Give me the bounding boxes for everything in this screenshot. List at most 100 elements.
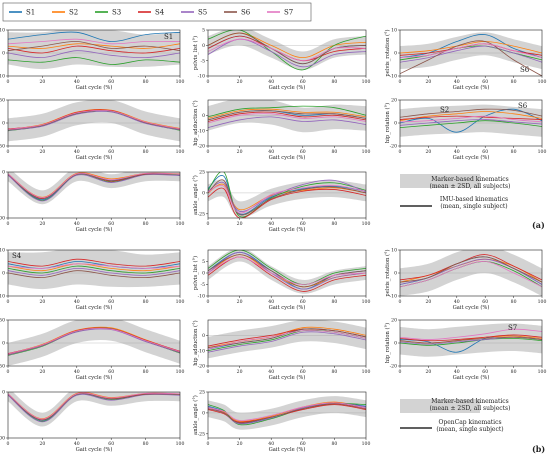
y-tick-label: -5 bbox=[201, 58, 206, 64]
legend-label-s3: S3 bbox=[112, 9, 121, 17]
plot-frame bbox=[7, 391, 181, 439]
x-tick-label: 60 bbox=[300, 441, 306, 447]
series-s6 bbox=[400, 256, 542, 283]
sd-band bbox=[8, 100, 180, 142]
series-s7 bbox=[8, 327, 180, 355]
panel-a-pelvis-list: 0 20 40 60 80 100 Gait cycle (%) -10 -5 0 5pelvis_… bbox=[192, 28, 371, 91]
x-tick-label: 20 bbox=[39, 441, 45, 447]
x-tick-label: 60 bbox=[300, 221, 306, 227]
series-s7 bbox=[400, 261, 542, 288]
subject-annotation: S2 bbox=[440, 106, 449, 114]
series-s6 bbox=[8, 393, 180, 421]
series-s7 bbox=[208, 38, 366, 62]
series-s7 bbox=[400, 43, 542, 58]
x-tick-label: 80 bbox=[511, 79, 517, 85]
series-s7 bbox=[8, 392, 180, 420]
y-tick-label: 10 bbox=[0, 28, 5, 34]
plot-frame bbox=[207, 99, 367, 147]
x-axis-label: Gait cycle (%) bbox=[76, 154, 113, 161]
series-s3 bbox=[208, 250, 366, 285]
y-tick-label: 20 bbox=[391, 98, 397, 104]
x-tick-label: 0 bbox=[7, 221, 10, 227]
y-axis-label: pelvis_list (°) bbox=[192, 256, 199, 290]
y-tick-label: 0 bbox=[202, 191, 205, 197]
x-tick-label: 0 bbox=[207, 299, 210, 305]
y-tick-label: 0 bbox=[2, 121, 5, 127]
x-tick-label: 40 bbox=[74, 79, 80, 85]
series-s7 bbox=[208, 402, 366, 421]
x-tick-label: 60 bbox=[108, 369, 114, 375]
sd-band bbox=[400, 323, 542, 357]
x-tick-label: 0 bbox=[207, 441, 210, 447]
x-tick-label: 100 bbox=[176, 441, 185, 447]
sd-band bbox=[8, 250, 180, 290]
x-tick-label: 20 bbox=[425, 369, 431, 375]
x-tick-label: 40 bbox=[268, 299, 274, 305]
series-s7 bbox=[8, 109, 180, 130]
x-axis-label: Gait cycle (%) bbox=[453, 374, 490, 381]
x-tick-label: 60 bbox=[482, 149, 488, 155]
legend-label-s2: S2 bbox=[69, 9, 78, 17]
series-s7 bbox=[8, 38, 180, 45]
y-tick-label: 0 bbox=[202, 43, 205, 49]
y-tick-label: 25 bbox=[199, 390, 205, 396]
x-tick-label: 20 bbox=[425, 79, 431, 85]
y-tick-label: 20 bbox=[391, 318, 397, 324]
x-tick-label: 100 bbox=[362, 221, 371, 227]
y-tick-label: 10 bbox=[391, 248, 397, 254]
x-axis-label: Gait cycle (%) bbox=[76, 304, 113, 311]
x-tick-label: 60 bbox=[108, 149, 114, 155]
subject-annotation: S1 bbox=[164, 33, 173, 41]
sd-band bbox=[400, 32, 542, 70]
x-tick-label: 40 bbox=[268, 149, 274, 155]
series-s3 bbox=[400, 337, 542, 346]
y-axis-label: pelvis_rotation (°) bbox=[384, 249, 391, 296]
x-tick-label: 60 bbox=[300, 369, 306, 375]
y-tick-label: 5 bbox=[202, 259, 205, 265]
plot-frame bbox=[207, 319, 367, 367]
x-tick-label: 40 bbox=[268, 441, 274, 447]
series-s6 bbox=[208, 110, 366, 121]
x-tick-label: 0 bbox=[399, 369, 402, 375]
series-s6 bbox=[8, 270, 180, 279]
y-tick-label: 0 bbox=[202, 113, 205, 119]
y-tick-label: -50 bbox=[0, 144, 5, 150]
x-tick-label: 40 bbox=[74, 369, 80, 375]
legend-label-s4: S4 bbox=[155, 9, 165, 17]
x-tick-label: 20 bbox=[237, 299, 243, 305]
series-s7 bbox=[208, 256, 366, 285]
panel-b-pelvis-list: 0 20 40 60 80 100 Gait cycle (%) -10 -5 0 5pelvis_… bbox=[192, 249, 370, 311]
x-tick-label: 60 bbox=[108, 79, 114, 85]
x-tick-label: 80 bbox=[331, 79, 337, 85]
series-s1 bbox=[400, 108, 542, 133]
series-s3 bbox=[400, 120, 542, 128]
x-tick-label: 100 bbox=[176, 149, 185, 155]
series-s5 bbox=[400, 45, 542, 63]
series-s7 bbox=[208, 330, 366, 350]
x-tick-label: 60 bbox=[482, 299, 488, 305]
series-s7 bbox=[208, 113, 366, 124]
series-s2 bbox=[400, 111, 542, 122]
x-tick-label: 0 bbox=[207, 221, 210, 227]
series-s5 bbox=[8, 267, 180, 276]
series-s2 bbox=[8, 263, 180, 272]
x-tick-label: 100 bbox=[176, 369, 185, 375]
x-tick-label: 0 bbox=[399, 149, 402, 155]
series-s3 bbox=[208, 30, 366, 71]
x-tick-label: 20 bbox=[39, 79, 45, 85]
x-tick-label: 100 bbox=[362, 79, 371, 85]
y-tick-label: 0 bbox=[2, 390, 5, 396]
x-tick-label: 80 bbox=[143, 221, 149, 227]
legend-a-band-subtext: (mean ± 2SD, all subjects) bbox=[430, 183, 511, 190]
series-s5 bbox=[8, 110, 180, 131]
series-s7 bbox=[208, 184, 366, 214]
x-tick-label: 40 bbox=[268, 221, 274, 227]
x-tick-label: 0 bbox=[399, 299, 402, 305]
x-tick-label: 20 bbox=[237, 79, 243, 85]
x-axis-label: Gait cycle (%) bbox=[453, 154, 490, 161]
x-tick-label: 80 bbox=[143, 441, 149, 447]
section-a-label: (a) bbox=[532, 220, 545, 230]
x-tick-label: 20 bbox=[237, 221, 243, 227]
